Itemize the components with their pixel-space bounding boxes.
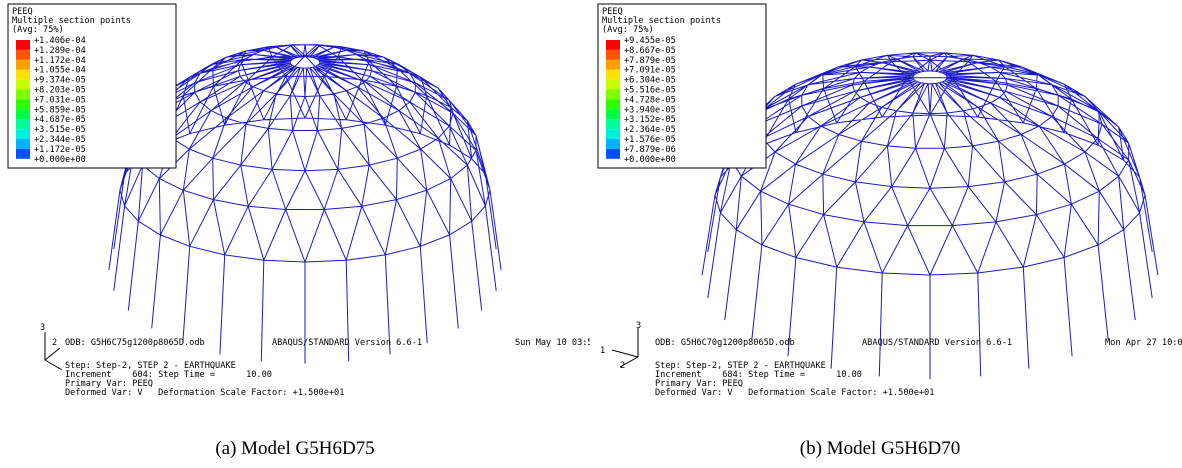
legend-swatch bbox=[16, 50, 30, 60]
legend-value: +6.304e-05 bbox=[624, 76, 676, 86]
triad-label: 1 bbox=[600, 346, 605, 356]
legend-value: +1.172e-04 bbox=[34, 56, 86, 66]
legend-swatch bbox=[606, 129, 620, 139]
legend-swatch bbox=[606, 40, 620, 50]
legend-value: +1.406e-04 bbox=[34, 36, 86, 46]
legend-swatch bbox=[16, 139, 30, 149]
triad-label: 3 bbox=[40, 323, 45, 333]
dome-wireframe bbox=[702, 53, 1158, 379]
legend-swatch bbox=[606, 80, 620, 90]
legend-swatch bbox=[606, 139, 620, 149]
legend-swatch bbox=[16, 99, 30, 109]
legend-swatch bbox=[16, 129, 30, 139]
legend-value: +8.203e-05 bbox=[34, 86, 86, 96]
odb-file: ODB: G5H6C70g1200p8065D.odb bbox=[655, 338, 795, 348]
triad-label: 2 bbox=[52, 338, 57, 348]
legend-value: +7.031e-05 bbox=[34, 95, 86, 105]
legend-value: +1.289e-04 bbox=[34, 46, 86, 56]
legend-value: +9.374e-05 bbox=[34, 76, 86, 86]
legend-value: +0.000e+00 bbox=[624, 155, 676, 165]
legend-value: +8.667e-05 bbox=[624, 46, 676, 56]
legend-value: +5.516e-05 bbox=[624, 86, 676, 96]
triad-label: 2 bbox=[620, 361, 625, 371]
legend-value: +3.515e-05 bbox=[34, 125, 86, 135]
legend-value: +1.055e-04 bbox=[34, 66, 86, 76]
date: Mon Apr 27 10:03 bbox=[1105, 338, 1182, 348]
legend-swatch bbox=[606, 50, 620, 60]
legend-value: +1.172e-05 bbox=[34, 145, 86, 155]
legend-swatch bbox=[606, 70, 620, 80]
legend-value: +0.000e+00 bbox=[34, 155, 86, 165]
legend-swatch bbox=[606, 119, 620, 129]
legend-avg: (Avg: 75%) bbox=[602, 25, 654, 35]
legend-value: +7.879e-06 bbox=[624, 145, 676, 155]
legend-swatch bbox=[606, 99, 620, 109]
info-deformed: Deformed Var: V Deformation Scale Factor… bbox=[655, 388, 934, 398]
caption: (b) Model G5H6D70 bbox=[800, 438, 960, 459]
legend-value: +3.940e-05 bbox=[624, 105, 676, 115]
version: ABAQUS/STANDARD Version 6.6-1 bbox=[862, 338, 1012, 348]
caption: (a) Model G5H6D75 bbox=[215, 438, 374, 459]
odb-file: ODB: G5H6C75g1200p8065D.odb bbox=[65, 338, 205, 348]
legend-value: +4.728e-05 bbox=[624, 95, 676, 105]
triad-label: 3 bbox=[636, 321, 641, 331]
legend-value: +3.152e-05 bbox=[624, 115, 676, 125]
legend-swatch bbox=[16, 60, 30, 70]
legend-value: +7.879e-05 bbox=[624, 56, 676, 66]
legend-swatch bbox=[606, 109, 620, 119]
legend-avg: (Avg: 75%) bbox=[12, 25, 64, 35]
version: ABAQUS/STANDARD Version 6.6-1 bbox=[272, 338, 422, 348]
legend-swatch bbox=[606, 90, 620, 100]
info-deformed: Deformed Var: V Deformation Scale Factor… bbox=[65, 388, 344, 398]
legend-swatch bbox=[16, 109, 30, 119]
legend-swatch bbox=[16, 80, 30, 90]
legend-value: +4.687e-05 bbox=[34, 115, 86, 125]
legend-value: +2.344e-05 bbox=[34, 135, 86, 145]
date: Sun May 10 03:50 bbox=[515, 338, 598, 348]
legend-swatch bbox=[16, 119, 30, 129]
legend-value: +5.859e-05 bbox=[34, 105, 86, 115]
legend-swatch bbox=[606, 149, 620, 159]
legend-value: +9.455e-05 bbox=[624, 36, 676, 46]
legend-swatch bbox=[16, 149, 30, 159]
legend-value: +7.091e-05 bbox=[624, 66, 676, 76]
legend-value: +1.576e-05 bbox=[624, 135, 676, 145]
legend-swatch bbox=[16, 40, 30, 50]
legend-swatch bbox=[606, 60, 620, 70]
figure: PEEQMultiple section points(Avg: 75%)+1.… bbox=[0, 0, 1182, 468]
legend-value: +2.364e-05 bbox=[624, 125, 676, 135]
legend-swatch bbox=[16, 90, 30, 100]
legend-swatch bbox=[16, 70, 30, 80]
